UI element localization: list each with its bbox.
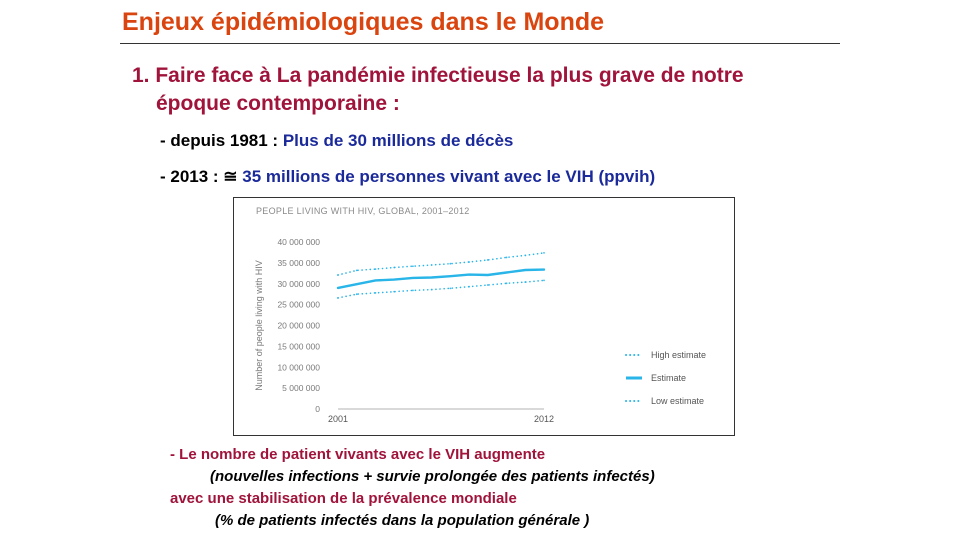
hiv-chart: PEOPLE LIVING WITH HIV, GLOBAL, 2001–201…	[233, 197, 735, 436]
data-point	[524, 254, 527, 257]
y-tick-label: 35 000 000	[277, 258, 320, 268]
slide-title: Enjeux épidémiologiques dans le Monde	[122, 8, 605, 36]
data-point	[393, 266, 396, 269]
x-tick-label: 2001	[328, 414, 348, 424]
note-increase: - Le nombre de patient vivants avec le V…	[170, 446, 546, 463]
y-tick-label: 25 000 000	[277, 300, 320, 310]
data-point	[468, 261, 470, 263]
legend-label: High estimate	[651, 350, 706, 360]
data-point	[524, 281, 527, 283]
data-point	[543, 279, 545, 282]
fact-ppvih-label: - 2013 : ≅	[160, 167, 243, 186]
data-point	[374, 292, 377, 294]
data-point	[337, 274, 339, 276]
fact-ppvih: - 2013 : ≅ 35 millions de personnes viva…	[160, 167, 655, 187]
fact-ppvih-value: 35 millions de personnes vivant avec le …	[242, 167, 656, 186]
fact-deaths-label: - depuis 1981 :	[160, 131, 283, 150]
y-tick-label: 5 000 000	[282, 383, 320, 393]
legend-label: Low estimate	[651, 396, 704, 406]
hiv-chart-svg: PEOPLE LIVING WITH HIV, GLOBAL, 2001–201…	[254, 206, 706, 424]
y-tick-label: 30 000 000	[277, 279, 320, 289]
data-point	[468, 285, 470, 288]
fact-deaths: - depuis 1981 : Plus de 30 millions de d…	[160, 131, 513, 151]
data-point	[337, 297, 339, 299]
y-tick-label: 40 000 000	[277, 237, 320, 247]
note-increase-detail: (nouvelles infections + survie prolongée…	[210, 468, 655, 485]
series-line-estimate	[336, 268, 546, 290]
fact-deaths-value: Plus de 30 millions de décès	[282, 131, 514, 150]
data-point	[412, 265, 414, 268]
y-tick-label: 10 000 000	[277, 362, 320, 372]
series-line-low-estimate	[337, 279, 545, 299]
note-stabilisation-detail: (% de patients infectés dans la populati…	[215, 512, 590, 529]
y-tick-label: 15 000 000	[277, 341, 320, 351]
data-point	[486, 259, 489, 261]
title-divider	[120, 43, 840, 44]
data-point	[430, 264, 433, 266]
data-point	[393, 290, 396, 293]
series-line-high-estimate	[337, 252, 545, 276]
data-point	[355, 269, 358, 272]
data-point	[486, 284, 489, 286]
data-point	[374, 268, 377, 271]
y-axis-label: Number of people living with HIV	[254, 260, 264, 391]
data-point	[505, 256, 508, 259]
data-point	[449, 287, 452, 290]
y-tick-label: 20 000 000	[277, 321, 320, 331]
data-point	[543, 251, 545, 254]
y-tick-label: 0	[315, 404, 320, 414]
main-point-line2: époque contemporaine :	[156, 92, 400, 115]
data-point	[505, 282, 508, 285]
data-point	[430, 288, 433, 291]
main-point: 1. Faire face à La pandémie infectieuse …	[132, 62, 744, 118]
data-point	[412, 289, 414, 292]
chart-title: PEOPLE LIVING WITH HIV, GLOBAL, 2001–201…	[256, 206, 470, 216]
data-point	[355, 293, 358, 296]
note-stabilisation: avec une stabilisation de la prévalence …	[170, 490, 517, 507]
main-point-line1: 1. Faire face à La pandémie infectieuse …	[132, 64, 744, 87]
legend-label: Estimate	[651, 373, 686, 383]
x-tick-label: 2012	[534, 414, 554, 424]
data-point	[449, 262, 452, 265]
